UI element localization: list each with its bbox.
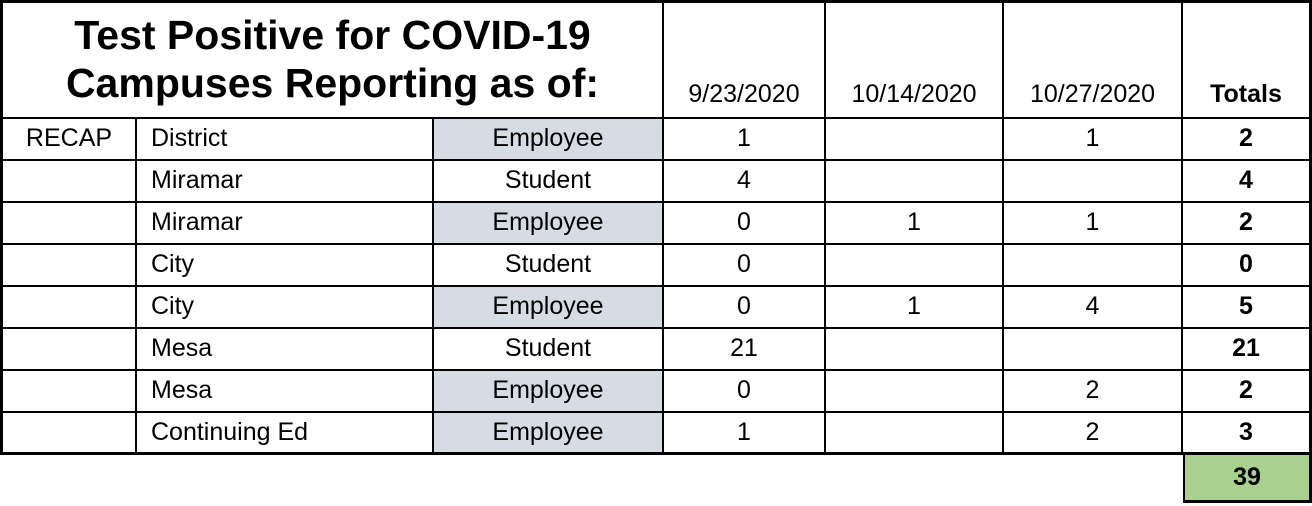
campus-cell: Mesa [137, 371, 434, 413]
value-cell [1004, 329, 1183, 371]
table-title: Test Positive for COVID-19 Campuses Repo… [0, 0, 664, 119]
campus-cell: City [137, 287, 434, 329]
value-cell [826, 329, 1004, 371]
footer-spacer [0, 455, 1183, 503]
value-cell [1004, 245, 1183, 287]
type-cell: Student [434, 329, 664, 371]
campus-cell: Mesa [137, 329, 434, 371]
value-cell: 1 [826, 203, 1004, 245]
row-total-cell: 2 [1183, 371, 1312, 413]
campus-cell: District [137, 119, 434, 161]
row-total-cell: 3 [1183, 413, 1312, 455]
recap-cell: RECAP [0, 119, 137, 161]
recap-cell [0, 161, 137, 203]
row-total-cell: 5 [1183, 287, 1312, 329]
type-cell: Student [434, 245, 664, 287]
recap-cell [0, 329, 137, 371]
value-cell: 0 [664, 287, 826, 329]
row-total-cell: 21 [1183, 329, 1312, 371]
recap-cell [0, 245, 137, 287]
value-cell: 1 [1004, 119, 1183, 161]
row-total-cell: 4 [1183, 161, 1312, 203]
date-header-cell: 9/23/2020 [664, 0, 826, 119]
campus-cell: Miramar [137, 161, 434, 203]
totals-header-cell: Totals [1183, 0, 1312, 119]
value-cell: 1 [664, 413, 826, 455]
date-header-cell: 10/14/2020 [826, 0, 1004, 119]
value-cell: 2 [1004, 413, 1183, 455]
value-cell: 1 [826, 287, 1004, 329]
type-cell: Employee [434, 203, 664, 245]
grand-total-cell: 39 [1183, 455, 1312, 503]
date-header-cell: 10/27/2020 [1004, 0, 1183, 119]
title-line-2: Campuses Reporting as of: [65, 60, 600, 106]
value-cell: 0 [664, 203, 826, 245]
value-cell [826, 245, 1004, 287]
value-cell: 21 [664, 329, 826, 371]
value-cell: 1 [664, 119, 826, 161]
campus-cell: Continuing Ed [137, 413, 434, 455]
type-cell: Employee [434, 119, 664, 161]
value-cell [1004, 161, 1183, 203]
recap-cell [0, 413, 137, 455]
recap-cell [0, 287, 137, 329]
campus-cell: Miramar [137, 203, 434, 245]
row-total-cell: 2 [1183, 119, 1312, 161]
title-line-1: Test Positive for COVID-19 [74, 12, 591, 59]
value-cell: 0 [664, 371, 826, 413]
value-cell [826, 413, 1004, 455]
value-cell [826, 119, 1004, 161]
recap-cell [0, 371, 137, 413]
row-total-cell: 2 [1183, 203, 1312, 245]
value-cell: 4 [664, 161, 826, 203]
recap-cell [0, 203, 137, 245]
value-cell: 1 [1004, 203, 1183, 245]
value-cell: 0 [664, 245, 826, 287]
type-cell: Employee [434, 371, 664, 413]
row-total-cell: 0 [1183, 245, 1312, 287]
campus-cell: City [137, 245, 434, 287]
value-cell [826, 161, 1004, 203]
type-cell: Employee [434, 287, 664, 329]
type-cell: Student [434, 161, 664, 203]
type-cell: Employee [434, 413, 664, 455]
value-cell: 4 [1004, 287, 1183, 329]
value-cell [826, 371, 1004, 413]
value-cell: 2 [1004, 371, 1183, 413]
